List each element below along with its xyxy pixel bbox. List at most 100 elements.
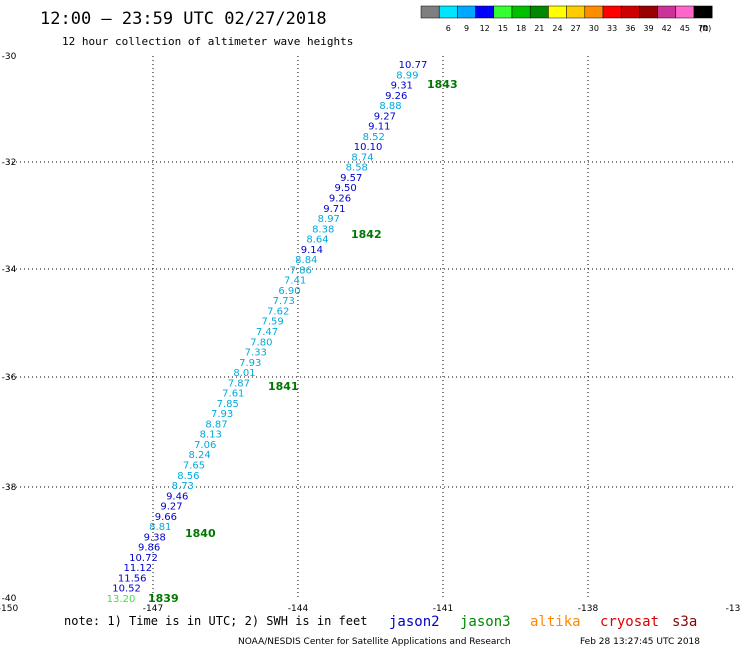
swh-value: 8.24 [188,450,210,461]
swh-value: 7.93 [211,409,233,420]
legend-swatch [420,5,440,19]
legend-swatch [511,5,531,19]
legend-label: 12 [480,24,490,33]
swh-value: 8.01 [233,368,255,379]
lat-lon-grid [8,56,733,598]
legend-swatch [584,5,604,19]
swh-value: 9.86 [138,543,160,554]
time-labels: 1843 1842 1841 1840 1839 [148,78,458,605]
latitude-tick-label: -38 [2,483,17,493]
swh-value: 10.72 [129,553,158,564]
map-subtitle: 12 hour collection of altimeter wave hei… [62,35,353,48]
swh-value: 9.27 [160,502,182,513]
legend-swatch [548,5,567,19]
legend-swatch [675,5,695,19]
swh-value: 7.62 [267,307,289,318]
latitude-labels: -30 -32 -34 -36 -38 -40 [2,52,17,604]
swh-value: 8.81 [149,522,171,533]
swh-value: 9.26 [329,194,351,205]
time-label: 1843 [427,78,458,91]
satellite-name: s3a [672,614,697,630]
legend-swatch [529,5,549,19]
time-label: 1841 [268,380,299,393]
swh-value: 7.65 [183,461,205,472]
longitude-tick-label: -144 [288,604,309,614]
swh-observations: 10.778.999.319.268.889.279.118.5210.108.… [107,60,428,605]
swh-value: 7.86 [290,265,312,276]
swh-value: 8.52 [363,132,385,143]
swh-value: 8.56 [177,471,199,482]
swh-value: 7.47 [256,327,278,338]
legend-swatch [475,5,495,19]
swh-value: 8.13 [200,430,222,441]
swh-value: 9.50 [334,183,356,194]
note-text: note: 1) Time is in UTC; 2) SWH is in fe… [64,614,367,628]
latitude-tick-label: -40 [2,594,17,604]
swh-value: 9.11 [368,122,390,133]
legend-label: 39 [643,24,653,33]
swh-value: 13.20 [107,594,136,605]
latitude-tick-label: -36 [2,373,17,383]
legend-swatch [438,5,458,19]
legend-swatch [602,5,622,19]
swh-value: 7.33 [245,348,267,359]
swh-value: 8.58 [346,163,368,174]
swh-value: 9.27 [374,111,396,122]
swh-value: 10.10 [354,142,383,153]
swh-value: 7.73 [273,296,295,307]
swh-value: 7.06 [194,440,216,451]
swh-value: 8.38 [312,224,334,235]
swh-value: 8.97 [318,214,340,225]
satellite-name: jason3 [460,614,511,630]
swh-value: 7.93 [239,358,261,369]
legend-swatch [639,5,658,19]
swh-value: 9.14 [301,245,323,256]
time-label: 1840 [185,527,216,540]
satellite-name: altika [530,614,581,630]
legend-label: 36 [625,24,635,33]
latitude-tick-label: -30 [2,52,17,62]
legend-label: 33 [607,24,617,33]
legend-label: 24 [552,24,562,33]
legend-label: 30 [589,24,599,33]
longitude-tick-label: -150 [0,604,18,614]
swh-value: 8.99 [396,70,418,81]
legend-swatch [657,5,677,19]
legend-label: 45 [680,24,690,33]
latitude-tick-label: -32 [2,158,17,168]
swh-value: 7.61 [222,389,244,400]
swh-value: 9.46 [166,491,188,502]
swh-value: 11.56 [118,574,147,585]
legend-label: 18 [516,24,526,33]
color-legend: 6 9 12 15 18 21 24 27 30 33 36 39 42 45 70(ft) [420,5,713,33]
swh-value: 7.59 [261,317,283,328]
longitude-tick-label: -13 [726,604,740,614]
satellite-name: jason2 [389,614,440,630]
legend-swatch [566,5,586,19]
satellite-name: cryosat [600,614,659,630]
legend-label: 70 [698,24,708,33]
latitude-tick-label: -34 [2,265,17,275]
legend-label: 9 [464,24,469,33]
time-label: 1842 [351,228,382,241]
swh-value: 10.52 [112,584,141,595]
longitude-tick-label: -147 [143,604,163,614]
legend-label: 21 [534,24,544,33]
swh-value: 8.84 [295,255,317,266]
legend-label: 27 [571,24,581,33]
swh-value: 9.38 [144,532,166,543]
swh-value: 9.66 [155,512,177,523]
legend-swatch [493,5,513,19]
map-title: 12:00 – 23:59 UTC 02/27/2018 [40,9,327,29]
swh-value: 8.64 [306,235,328,246]
swh-value: 11.12 [123,563,152,574]
generated-timestamp: Feb 28 13:27:45 UTC 2018 [580,637,700,647]
swh-value: 8.88 [379,101,401,112]
longitude-tick-label: -138 [578,604,599,614]
swh-value: 7.87 [228,378,250,389]
legend-swatch [457,5,476,19]
swh-value: 6.90 [278,286,300,297]
legend-swatch [693,5,713,19]
credit-text: NOAA/NESDIS Center for Satellite Applica… [238,637,511,647]
